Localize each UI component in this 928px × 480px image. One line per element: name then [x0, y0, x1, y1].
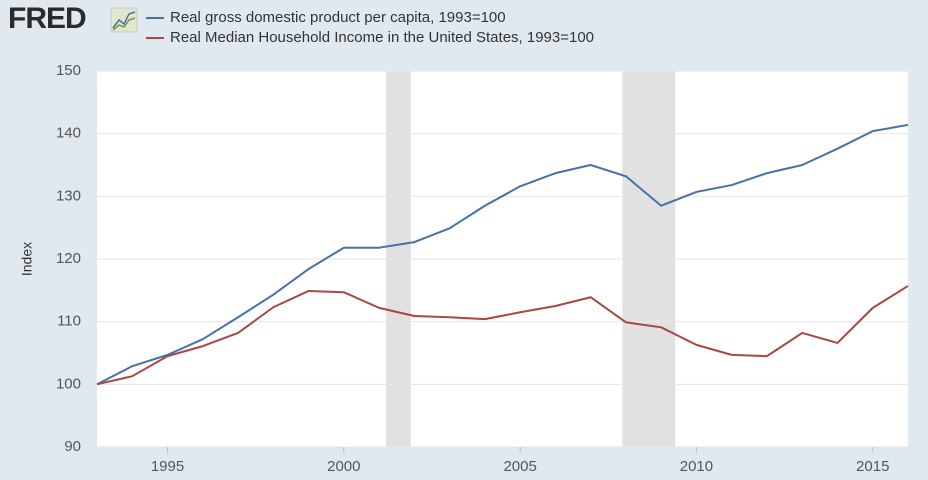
y-axis-label: Index [19, 242, 35, 276]
x-tick-label: 2010 [680, 458, 713, 475]
x-tick-label: 2015 [856, 458, 889, 475]
y-tick-label: 140 [56, 125, 81, 142]
y-tick-label: 120 [56, 250, 81, 267]
x-tick-label: 1995 [151, 458, 184, 475]
logo: FRED [8, 2, 86, 35]
data-line [96, 285, 909, 386]
y-tick-label: 130 [56, 187, 81, 204]
y-tick-label: 90 [64, 438, 81, 455]
y-tick-label: 150 [56, 62, 81, 79]
logo-icon [110, 7, 138, 33]
y-tick-label: 100 [56, 375, 81, 392]
legend-label: Real Median Household Income in the Unit… [170, 29, 594, 46]
x-tick-label: 2005 [503, 458, 536, 475]
x-tick-label: 2000 [327, 458, 360, 475]
data-line [96, 123, 909, 386]
legend-label: Real gross domestic product per capita, … [170, 9, 506, 26]
y-tick-label: 110 [57, 313, 81, 330]
